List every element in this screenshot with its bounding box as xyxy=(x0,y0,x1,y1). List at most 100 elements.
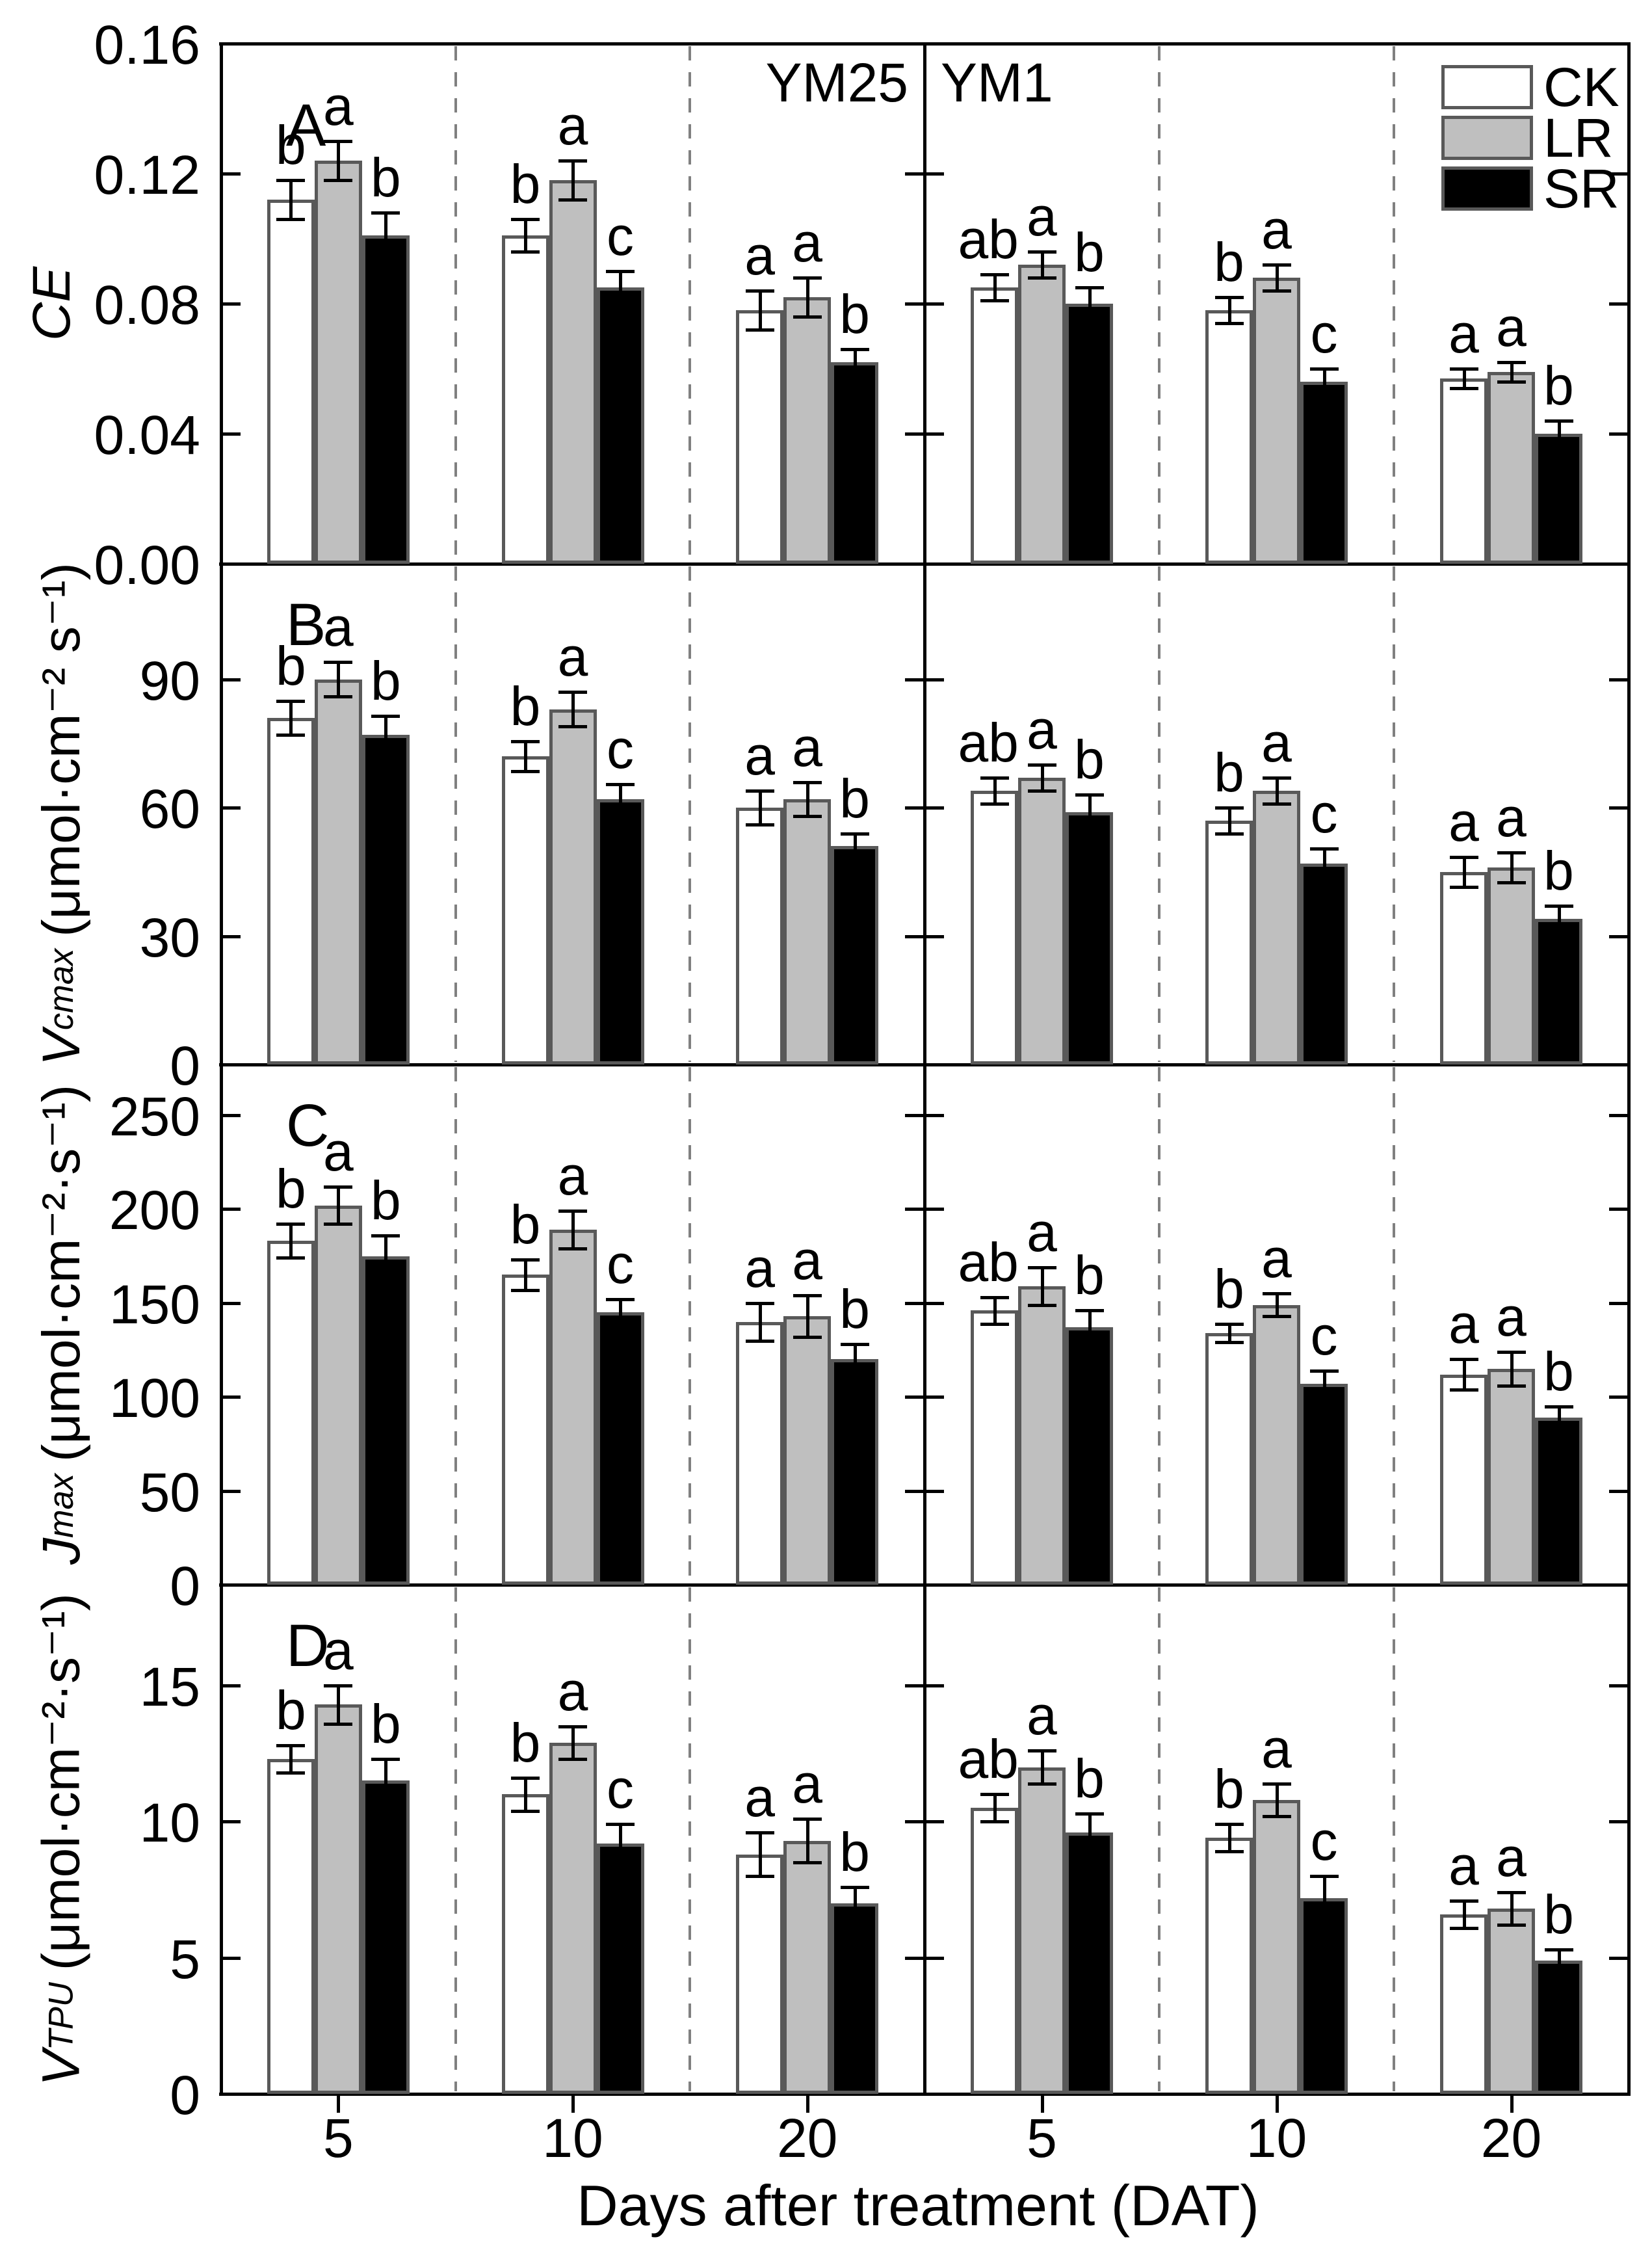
error-bar-cap-bottom xyxy=(1544,1427,1573,1431)
bar-lr xyxy=(1018,1286,1066,1585)
error-bar-cap-bottom xyxy=(745,328,774,332)
significance-letter: a xyxy=(744,1237,776,1299)
x-axis-title: Days after treatment (DAT) xyxy=(577,2173,1259,2238)
significance-letter: ab xyxy=(958,1728,1019,1790)
bar-lr xyxy=(314,161,362,564)
error-bar-cap-top xyxy=(1075,1812,1104,1816)
significance-letter: a xyxy=(557,1660,588,1722)
x-tick-label: 5 xyxy=(322,2108,354,2169)
y-tick-mark-left xyxy=(926,1208,944,1211)
x-group-tick-outer xyxy=(1040,2096,1044,2113)
significance-letter: b xyxy=(275,1158,306,1220)
error-bar-cap-top xyxy=(606,1298,635,1301)
y-tick-mark-left xyxy=(222,806,241,810)
error-bar-cap-top xyxy=(558,159,587,163)
bar-ck xyxy=(971,790,1018,1064)
error-bar-cap-top xyxy=(511,218,540,221)
significance-letter: b xyxy=(1214,742,1244,804)
significance-letter: a xyxy=(557,1145,588,1207)
x-tick-label: 10 xyxy=(1246,2108,1307,2169)
significance-letter: a xyxy=(1449,1834,1479,1896)
error-bar-cap-bottom xyxy=(1027,1782,1056,1786)
y-tick-mark-left xyxy=(926,806,944,810)
significance-letter: b xyxy=(1543,355,1574,416)
bar-lr xyxy=(549,1230,597,1585)
bar-sr xyxy=(831,1359,879,1585)
error-bar xyxy=(289,1745,293,1773)
error-bar-cap-top xyxy=(793,276,822,280)
y-tick-label: 200 xyxy=(109,1180,200,1241)
bar-ck xyxy=(1205,820,1253,1064)
significance-letter: a xyxy=(792,716,823,778)
significance-letter: b xyxy=(839,1821,871,1883)
significance-letter: a xyxy=(792,1753,823,1815)
bar-lr xyxy=(783,1316,832,1585)
error-bar-cap-top xyxy=(840,348,869,351)
y-tick-mark-left xyxy=(222,1489,241,1493)
x-group-tick-outer xyxy=(1510,2096,1514,2113)
bar-sr xyxy=(831,362,879,564)
bar-lr xyxy=(1253,278,1300,564)
error-bar-cap-bottom xyxy=(1075,1343,1104,1347)
y-tick-label: 0.16 xyxy=(94,14,201,75)
bar-sr xyxy=(1300,1383,1348,1585)
significance-letter: a xyxy=(744,225,776,286)
significance-letter: a xyxy=(1449,1293,1479,1355)
significance-letter: c xyxy=(1310,1810,1338,1872)
error-bar xyxy=(1040,252,1044,278)
error-bar-cap-bottom xyxy=(1497,1384,1526,1388)
error-bar xyxy=(1322,848,1326,879)
error-bar-cap-bottom xyxy=(793,315,822,319)
error-bar-cap-bottom xyxy=(324,1722,353,1726)
y-tick-mark-left xyxy=(926,678,944,681)
significance-letter: a xyxy=(792,1230,823,1291)
y-tick-label: 90 xyxy=(139,650,200,711)
significance-letter: c xyxy=(607,205,634,267)
significance-letter: ab xyxy=(958,1232,1019,1293)
error-bar xyxy=(619,784,622,814)
significance-letter: a xyxy=(557,626,588,688)
y-tick-mark-right xyxy=(1609,1113,1627,1117)
error-bar xyxy=(853,1344,857,1375)
significance-letter: a xyxy=(322,1120,354,1182)
bar-sr xyxy=(596,1843,644,2094)
y-tick-mark-left xyxy=(222,172,241,176)
error-bar-cap-bottom xyxy=(1449,387,1478,390)
legend-swatch-lr xyxy=(1441,116,1533,160)
error-bar-cap-bottom xyxy=(1497,881,1526,885)
error-bar-cap-bottom xyxy=(276,734,306,737)
error-bar xyxy=(993,274,997,300)
error-bar-cap-top xyxy=(745,1831,774,1835)
error-bar-cap-top xyxy=(1449,1358,1478,1362)
dashed-separator xyxy=(1158,1587,1160,2091)
bar-sr xyxy=(1535,434,1582,564)
x-tick-label: 5 xyxy=(1027,2108,1057,2169)
error-bar-cap-top xyxy=(840,1343,869,1347)
error-bar xyxy=(619,1299,622,1326)
significance-letter: b xyxy=(510,676,541,737)
significance-letter: a xyxy=(1027,186,1057,247)
y-tick-mark-left xyxy=(926,1395,944,1399)
error-bar xyxy=(1322,369,1326,395)
x-group-tick-outer xyxy=(337,2096,341,2113)
error-bar-cap-top xyxy=(980,1296,1009,1300)
bar-ck xyxy=(501,1275,549,1585)
error-bar-cap-bottom xyxy=(1262,1814,1291,1818)
error-bar-cap-bottom xyxy=(606,813,635,816)
error-bar-cap-top xyxy=(276,1744,306,1748)
y-axis-variable: CE xyxy=(22,267,81,341)
bar-lr xyxy=(783,1840,832,2094)
y-axis-variable: J xyxy=(32,1538,91,1565)
bar-sr xyxy=(596,799,644,1064)
bar-sr xyxy=(1535,1960,1582,2094)
error-bar xyxy=(1557,421,1561,447)
error-bar xyxy=(1227,297,1231,323)
significance-letter: c xyxy=(607,1234,634,1295)
y-tick-mark-left xyxy=(926,172,944,176)
cultivar-label-ym1: YM1 xyxy=(941,52,1053,113)
y-tick-mark-right xyxy=(1609,1684,1627,1687)
error-bar-cap-top xyxy=(324,1185,353,1189)
error-bar-cap-bottom xyxy=(793,1861,822,1865)
dashed-separator xyxy=(1158,46,1160,561)
error-bar-cap-bottom xyxy=(371,1275,400,1279)
